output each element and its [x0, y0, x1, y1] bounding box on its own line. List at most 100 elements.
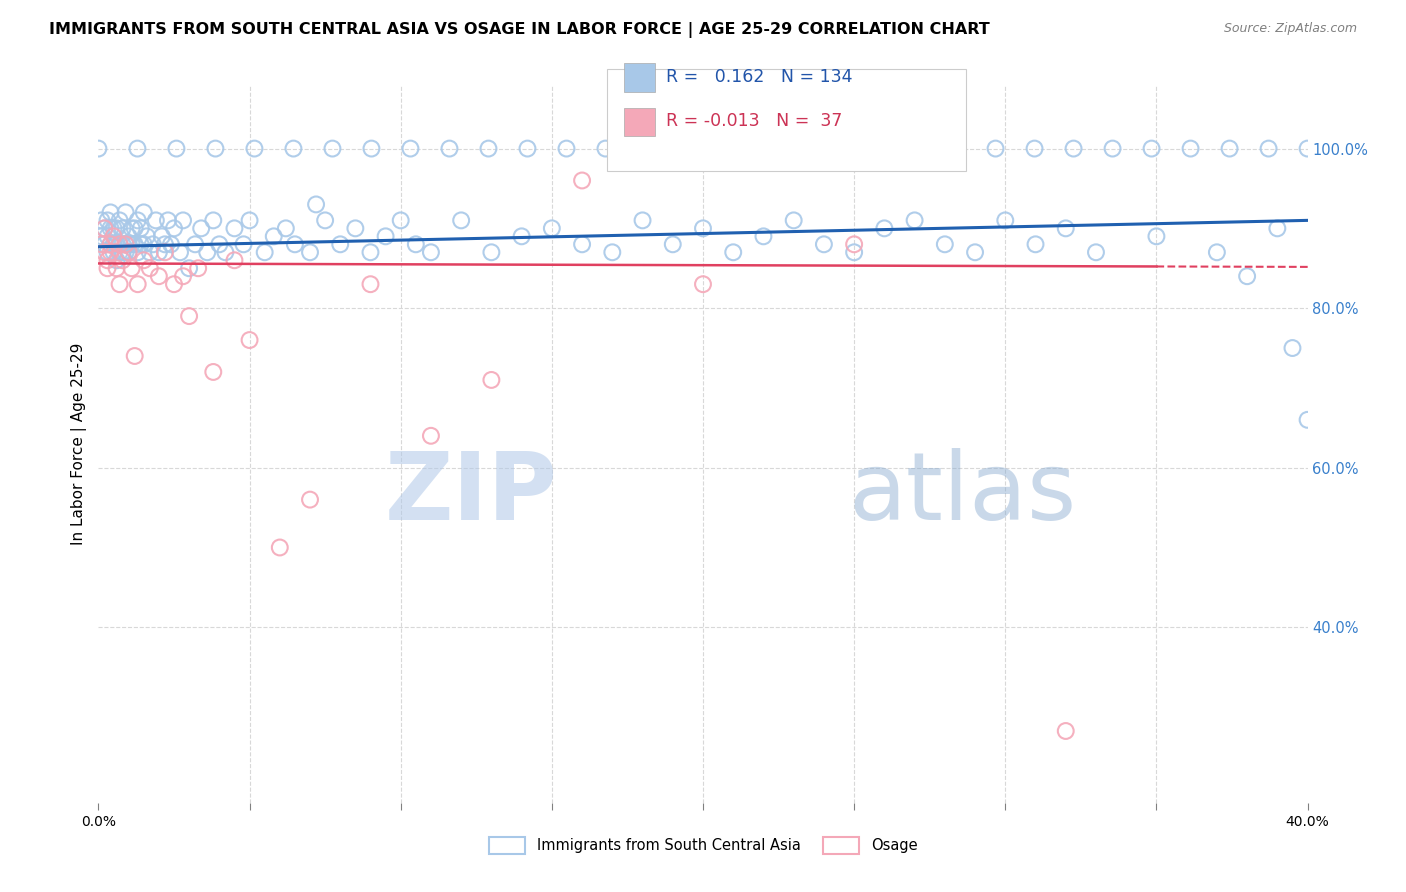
Point: [187, 261, 209, 276]
Point: [274, 221, 297, 235]
Point: [139, 261, 162, 276]
Point: [907, 142, 929, 156]
Point: [204, 142, 226, 156]
Point: [111, 221, 134, 235]
Point: [124, 237, 146, 252]
Point: [165, 142, 187, 156]
Point: [994, 213, 1017, 227]
Point: [129, 237, 152, 252]
Point: [148, 245, 170, 260]
Point: [111, 237, 134, 252]
Point: [360, 277, 382, 292]
Point: [1257, 142, 1279, 156]
Point: [631, 213, 654, 227]
Point: [723, 245, 745, 260]
Point: [108, 237, 131, 252]
Point: [239, 213, 262, 227]
Point: [1144, 229, 1167, 244]
Point: [1180, 142, 1202, 156]
Point: [1281, 341, 1303, 355]
Point: [111, 253, 134, 268]
Point: [329, 237, 352, 252]
Point: [661, 237, 683, 252]
Point: [711, 142, 734, 156]
Point: [984, 142, 1007, 156]
Point: [789, 142, 811, 156]
Point: [399, 142, 422, 156]
Point: [224, 221, 246, 235]
Point: [450, 213, 472, 227]
Point: [160, 237, 183, 252]
Point: [1267, 221, 1289, 235]
Point: [127, 213, 149, 227]
Point: [100, 221, 122, 235]
Text: IMMIGRANTS FROM SOUTH CENTRAL ASIA VS OSAGE IN LABOR FORCE | AGE 25-29 CORRELATI: IMMIGRANTS FROM SOUTH CENTRAL ASIA VS OS…: [49, 22, 990, 38]
Point: [118, 245, 141, 260]
Point: [783, 213, 806, 227]
Point: [139, 245, 162, 260]
Point: [195, 245, 218, 260]
Point: [299, 245, 322, 260]
Point: [184, 237, 207, 252]
Point: [190, 221, 212, 235]
Point: [540, 221, 562, 235]
Point: [752, 229, 775, 244]
Point: [844, 245, 866, 260]
Point: [105, 221, 128, 235]
Y-axis label: In Labor Force | Age 25-29: In Labor Force | Age 25-29: [72, 343, 87, 545]
Point: [751, 142, 773, 156]
Point: [360, 142, 382, 156]
Point: [105, 261, 128, 276]
Point: [477, 142, 499, 156]
Point: [828, 142, 851, 156]
Point: [100, 237, 122, 252]
Point: [100, 205, 122, 219]
Point: [555, 142, 578, 156]
Text: atlas: atlas: [848, 448, 1077, 540]
Point: [692, 277, 714, 292]
Point: [121, 221, 143, 235]
Point: [232, 237, 254, 252]
Point: [129, 221, 152, 235]
Point: [103, 229, 125, 244]
Point: [1236, 269, 1258, 284]
Point: [93, 237, 115, 252]
Point: [481, 245, 503, 260]
Point: [389, 213, 412, 227]
Point: [169, 245, 191, 260]
Point: [96, 229, 118, 244]
Point: [127, 142, 149, 156]
Point: [1054, 221, 1077, 235]
Point: [108, 277, 131, 292]
Point: [111, 245, 134, 260]
Point: [439, 142, 461, 156]
Point: [202, 213, 225, 227]
Text: R =   0.162   N = 134: R = 0.162 N = 134: [666, 68, 853, 86]
Point: [96, 253, 118, 268]
Point: [172, 213, 194, 227]
Point: [224, 253, 246, 268]
Point: [283, 142, 305, 156]
Point: [132, 253, 155, 268]
Point: [253, 245, 276, 260]
Point: [96, 245, 118, 260]
Point: [360, 245, 382, 260]
Point: [93, 221, 115, 235]
Point: [114, 237, 136, 252]
Point: [1101, 142, 1123, 156]
Point: [1085, 245, 1108, 260]
Point: [208, 237, 231, 252]
Point: [108, 237, 131, 252]
Point: [135, 229, 157, 244]
Point: [263, 229, 285, 244]
Point: [121, 237, 143, 252]
Point: [813, 237, 835, 252]
Point: [420, 429, 443, 443]
Point: [844, 237, 866, 252]
Point: [595, 142, 617, 156]
Point: [1140, 142, 1163, 156]
Point: [179, 309, 201, 323]
Point: [1296, 142, 1319, 156]
Point: [314, 213, 336, 227]
Point: [87, 142, 110, 156]
